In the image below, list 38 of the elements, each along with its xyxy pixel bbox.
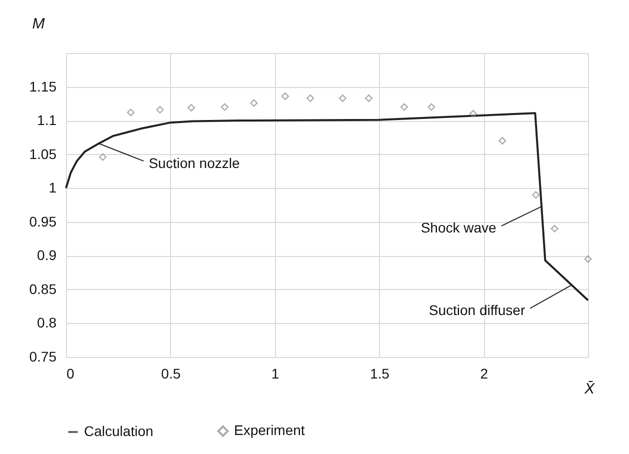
point xyxy=(98,153,107,161)
y-tick-label: 1.15 xyxy=(29,78,57,94)
annotation: Suction diffuser xyxy=(428,302,526,318)
point xyxy=(126,108,134,116)
point xyxy=(156,106,164,114)
point xyxy=(498,137,506,145)
legend-label: Experiment xyxy=(234,422,305,438)
y-tick-label: 0.85 xyxy=(29,280,57,297)
y-axis-title: M xyxy=(32,16,46,32)
point xyxy=(306,94,314,102)
point xyxy=(584,255,592,263)
x-tick-label: 2 xyxy=(480,366,488,382)
point xyxy=(250,99,258,107)
annotation: Suction nozzle xyxy=(148,154,240,171)
x-tick-label: 0 xyxy=(66,366,74,382)
y-tick-label: 0.75 xyxy=(29,348,57,364)
y-tick-label: 1.1 xyxy=(37,112,57,128)
legend-label: Calculation xyxy=(84,423,154,439)
y-tick-label: 0.95 xyxy=(29,213,57,230)
point xyxy=(469,110,477,118)
point xyxy=(338,94,346,102)
point xyxy=(220,103,228,111)
point xyxy=(532,191,540,199)
point xyxy=(281,92,289,100)
y-tick-label: 1.05 xyxy=(29,146,57,162)
x-tick-label: 0.5 xyxy=(161,366,181,382)
point xyxy=(550,224,558,232)
point xyxy=(365,94,373,102)
y-tick-label: 1 xyxy=(48,180,57,196)
x-tick-label: 1 xyxy=(271,366,280,382)
point xyxy=(188,104,196,112)
x-tick-label: 1.5 xyxy=(370,366,390,382)
point xyxy=(400,103,408,111)
point xyxy=(428,103,436,111)
y-tick-label: 0.9 xyxy=(37,247,57,264)
annotation: Shock wave xyxy=(420,220,497,236)
y-tick-label: 0.8 xyxy=(37,314,57,331)
x-axis-title: X̄ xyxy=(583,380,596,398)
